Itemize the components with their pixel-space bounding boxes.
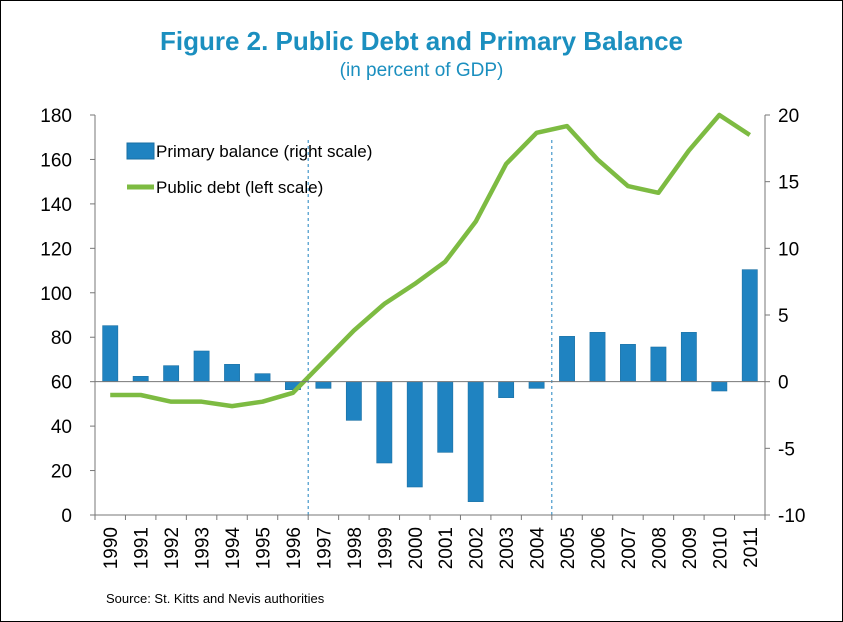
x-tick-label: 1997 [314, 527, 335, 569]
bar-primary-balance [711, 381, 728, 392]
x-tick-label: 1999 [375, 527, 396, 569]
x-tick-label: 1998 [345, 527, 366, 569]
left-tick-label: 0 [61, 506, 72, 527]
x-tick-label: 2006 [589, 527, 610, 569]
x-tick-label: 2003 [497, 527, 518, 569]
right-tick-label: 0 [778, 373, 789, 394]
public-debt-line [110, 112, 752, 409]
x-tick-label: 1996 [284, 527, 305, 569]
x-tick-label: 2004 [528, 527, 549, 570]
x-tick-label: 1992 [162, 527, 183, 569]
x-tick-label: 2009 [680, 527, 701, 569]
left-tick-label: 180 [40, 106, 72, 127]
bar-primary-balance [254, 373, 271, 382]
bar-primary-balance [345, 381, 362, 421]
x-tick-label: 2000 [406, 527, 427, 569]
right-tick-label: -10 [778, 506, 805, 527]
bar-primary-balance [132, 376, 149, 382]
bar-primary-balance [163, 365, 180, 382]
legend-label-public-debt: Public debt (left scale) [156, 178, 323, 197]
source-note: Source: St. Kitts and Nevis authorities [106, 591, 325, 606]
bar-primary-balance [406, 381, 423, 488]
left-tick-label: 80 [51, 328, 72, 349]
right-tick-label: 10 [778, 239, 799, 260]
x-tick-label: 2001 [436, 527, 457, 569]
right-tick-label: -5 [778, 439, 795, 460]
right-tick-label: 20 [778, 106, 799, 127]
chart-title: Figure 2. Public Debt and Primary Balanc… [159, 26, 684, 56]
legend-swatch-bar [126, 142, 155, 160]
x-tick-label: 1995 [254, 527, 275, 569]
x-tick-label: 1993 [193, 527, 214, 569]
x-tick-label: 2008 [649, 527, 670, 569]
legend: Primary balance (right scale) Public deb… [126, 142, 372, 197]
bar-primary-balance [193, 350, 210, 382]
bar-primary-balance [315, 381, 332, 389]
bar-primary-balance [680, 332, 697, 382]
bar-primary-balance [741, 269, 758, 382]
right-tick-label: 15 [778, 173, 799, 194]
x-tick-label: 1990 [101, 527, 122, 569]
bar-primary-balance [620, 344, 636, 382]
legend-label-primary-balance: Primary balance (right scale) [156, 142, 372, 161]
bar-primary-balance [467, 381, 484, 502]
bar-primary-balance [589, 332, 606, 382]
x-tick-label: 2011 [741, 527, 762, 568]
x-tick-label: 1994 [223, 527, 244, 570]
left-tick-label: 20 [51, 462, 72, 483]
x-tick-label: 2002 [467, 527, 488, 569]
bar-primary-balance [650, 346, 667, 382]
left-tick-label: 120 [40, 239, 72, 260]
x-tick-label: 2005 [558, 527, 579, 569]
bar-primary-balance [376, 381, 393, 464]
x-tick-label: 1991 [132, 527, 153, 569]
bar-primary-balance [559, 336, 575, 382]
left-tick-label: 160 [40, 150, 72, 171]
left-tick-label: 60 [51, 373, 72, 394]
x-tick-label: 2010 [710, 527, 731, 569]
bar-primary-balance [528, 381, 545, 389]
right-tick-label: 5 [778, 306, 789, 327]
x-tick-label: 2007 [619, 527, 640, 569]
bar-primary-balance [498, 381, 515, 398]
left-tick-label: 40 [51, 417, 72, 438]
bar-primary-balance [224, 364, 240, 382]
bar-primary-balance [437, 381, 454, 453]
left-tick-label: 100 [40, 284, 72, 305]
chart-subtitle: (in percent of GDP) [339, 60, 504, 81]
left-tick-label: 140 [40, 195, 72, 216]
bar-primary-balance [102, 325, 119, 382]
